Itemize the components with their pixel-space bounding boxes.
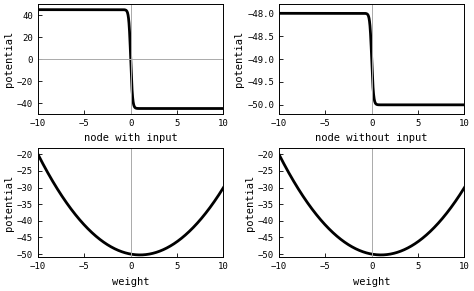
Y-axis label: potential: potential: [4, 174, 14, 231]
X-axis label: node without input: node without input: [315, 133, 428, 143]
X-axis label: weight: weight: [112, 277, 149, 287]
Y-axis label: potential: potential: [245, 174, 255, 231]
X-axis label: node with input: node with input: [84, 133, 178, 143]
Y-axis label: potential: potential: [235, 31, 245, 87]
Y-axis label: potential: potential: [4, 31, 14, 87]
X-axis label: weight: weight: [353, 277, 391, 287]
